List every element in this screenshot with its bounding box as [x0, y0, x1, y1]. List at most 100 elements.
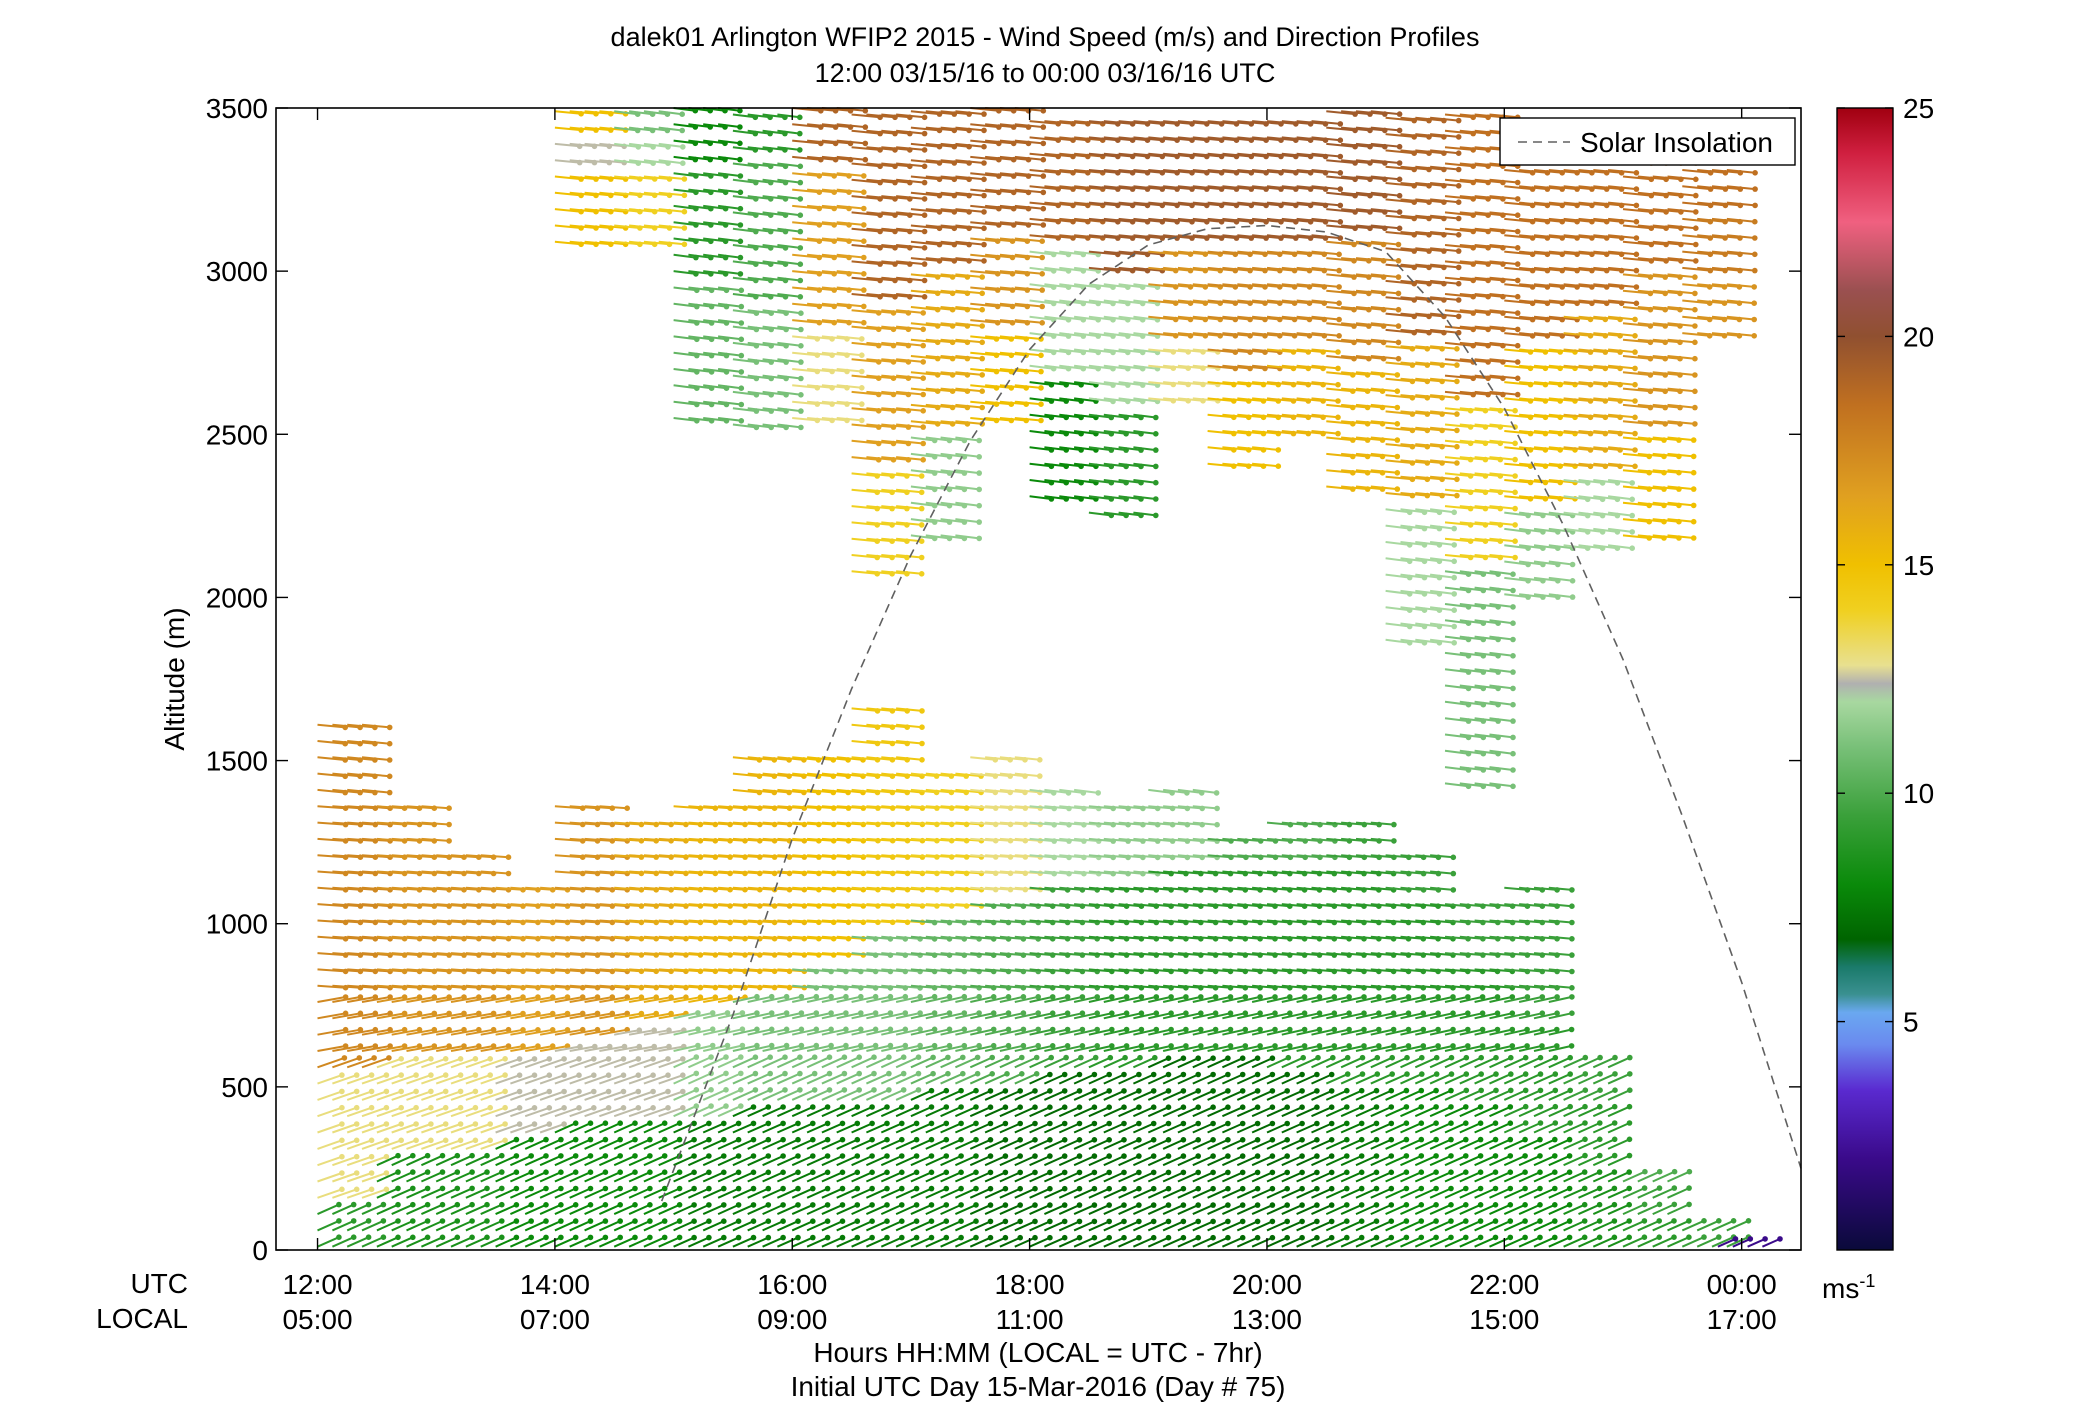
wind-barb-head — [1061, 1120, 1068, 1127]
wind-barb — [791, 1106, 814, 1118]
wind-barb — [717, 1155, 740, 1167]
wind-barb-head — [1344, 1185, 1350, 1192]
wind-barb-head — [958, 1202, 964, 1208]
wind-barb — [465, 1057, 491, 1069]
wind-barb — [688, 984, 716, 989]
wind-barb-head — [1033, 1071, 1040, 1077]
wind-barb-head — [1019, 1071, 1025, 1077]
wind-barb-head — [765, 1153, 772, 1159]
wind-barb-head — [1418, 1169, 1425, 1175]
wind-barb-head — [780, 1153, 786, 1159]
wind-barb-head — [1284, 1153, 1290, 1159]
wind-barb — [346, 1236, 370, 1248]
wind-barb — [317, 772, 346, 778]
wind-barb — [480, 1106, 506, 1118]
wind-barb — [376, 984, 405, 989]
wind-barb-head — [413, 1056, 419, 1062]
wind-barb — [776, 1171, 799, 1183]
wind-barb-head — [1091, 1218, 1098, 1225]
wind-barb-head — [1611, 1136, 1618, 1143]
wind-barb-head — [1389, 1054, 1395, 1061]
wind-barb-head — [341, 1055, 348, 1061]
wind-barb — [540, 952, 568, 956]
wind-barb — [643, 1236, 666, 1248]
wind-barb — [332, 756, 361, 761]
wind-barb — [717, 1072, 742, 1085]
wind-barb-head — [754, 1010, 760, 1016]
wind-barb-head — [424, 1201, 431, 1208]
wind-barb-head — [531, 1072, 538, 1078]
wind-barb — [361, 1139, 387, 1150]
wind-barb — [391, 1171, 414, 1183]
wind-barb — [376, 1123, 402, 1134]
wind-barb-head — [1210, 1104, 1216, 1110]
wind-barb-head — [632, 1120, 638, 1126]
wind-barb — [732, 1088, 756, 1101]
wind-barb-head — [617, 1234, 623, 1241]
wind-barb-head — [943, 1202, 950, 1208]
wind-barb-head — [1180, 1104, 1187, 1110]
wind-barb — [361, 1219, 384, 1232]
wind-barb — [331, 1236, 355, 1248]
wind-barb — [346, 1188, 372, 1199]
wind-barb-head — [454, 1169, 461, 1175]
wind-barb-head — [721, 1185, 727, 1192]
wind-barb-head — [1477, 1202, 1484, 1208]
wind-barb-head — [505, 1043, 512, 1049]
wind-barb — [643, 1154, 666, 1167]
wind-barb-head — [546, 1105, 553, 1111]
wind-barb-head — [1522, 1087, 1529, 1094]
wind-barb — [643, 1045, 670, 1052]
wind-barb-head — [839, 1234, 846, 1241]
wind-barb — [776, 1088, 801, 1101]
wind-barb-head — [752, 1054, 759, 1060]
wind-barb-head — [1136, 1120, 1142, 1127]
wind-barb-head — [680, 1105, 686, 1111]
wind-barb-head — [368, 1088, 375, 1095]
wind-barb — [406, 984, 435, 989]
wind-barb-head — [1076, 1120, 1083, 1127]
wind-barb — [540, 903, 568, 908]
wind-barb-head — [1017, 1104, 1023, 1110]
wind-barb-head — [531, 1056, 538, 1062]
wind-barb — [747, 788, 775, 794]
wind-barb — [420, 1203, 443, 1216]
wind-barb — [599, 854, 628, 859]
wind-barb-head — [620, 1072, 627, 1078]
wind-barb-head — [1596, 1218, 1603, 1224]
wind-barb — [524, 1154, 547, 1167]
wind-barb-head — [1299, 1202, 1305, 1208]
wind-barb-head — [1076, 1185, 1083, 1192]
wind-barb-head — [1165, 1055, 1172, 1061]
wind-barb — [598, 1171, 621, 1183]
wind-barb-head — [1106, 1234, 1112, 1241]
wind-barb — [361, 1106, 387, 1118]
wind-barb — [629, 968, 657, 973]
wind-barb-head — [387, 1010, 393, 1017]
wind-barb-head — [1061, 1202, 1068, 1208]
wind-barb — [732, 919, 760, 924]
wind-barb-head — [928, 1218, 935, 1224]
wind-barb-head — [1522, 1202, 1528, 1208]
wind-barb — [569, 1028, 598, 1036]
wind-barb-head — [723, 1103, 729, 1109]
wind-barb-head — [960, 1054, 966, 1061]
wind-barb-head — [442, 1104, 449, 1111]
wind-barb-head — [632, 1234, 638, 1241]
wind-barb — [628, 1106, 654, 1118]
wind-barb-head — [709, 1042, 716, 1049]
wind-barb — [643, 1203, 666, 1216]
wind-barb-head — [960, 1070, 966, 1077]
wind-barb-head — [1180, 1218, 1187, 1225]
wind-barb-head — [706, 1120, 712, 1127]
wind-barb — [628, 1171, 651, 1183]
wind-barb-head — [484, 1152, 490, 1159]
wind-barb-head — [1581, 1185, 1588, 1192]
wind-barb-head — [1121, 1185, 1127, 1192]
wind-barb-head — [1239, 1071, 1246, 1078]
wind-barb — [435, 1090, 461, 1101]
wind-barb — [628, 1138, 651, 1150]
wind-barb — [688, 1044, 713, 1052]
wind-barb-head — [1569, 936, 1575, 942]
wind-barb — [317, 1090, 343, 1101]
